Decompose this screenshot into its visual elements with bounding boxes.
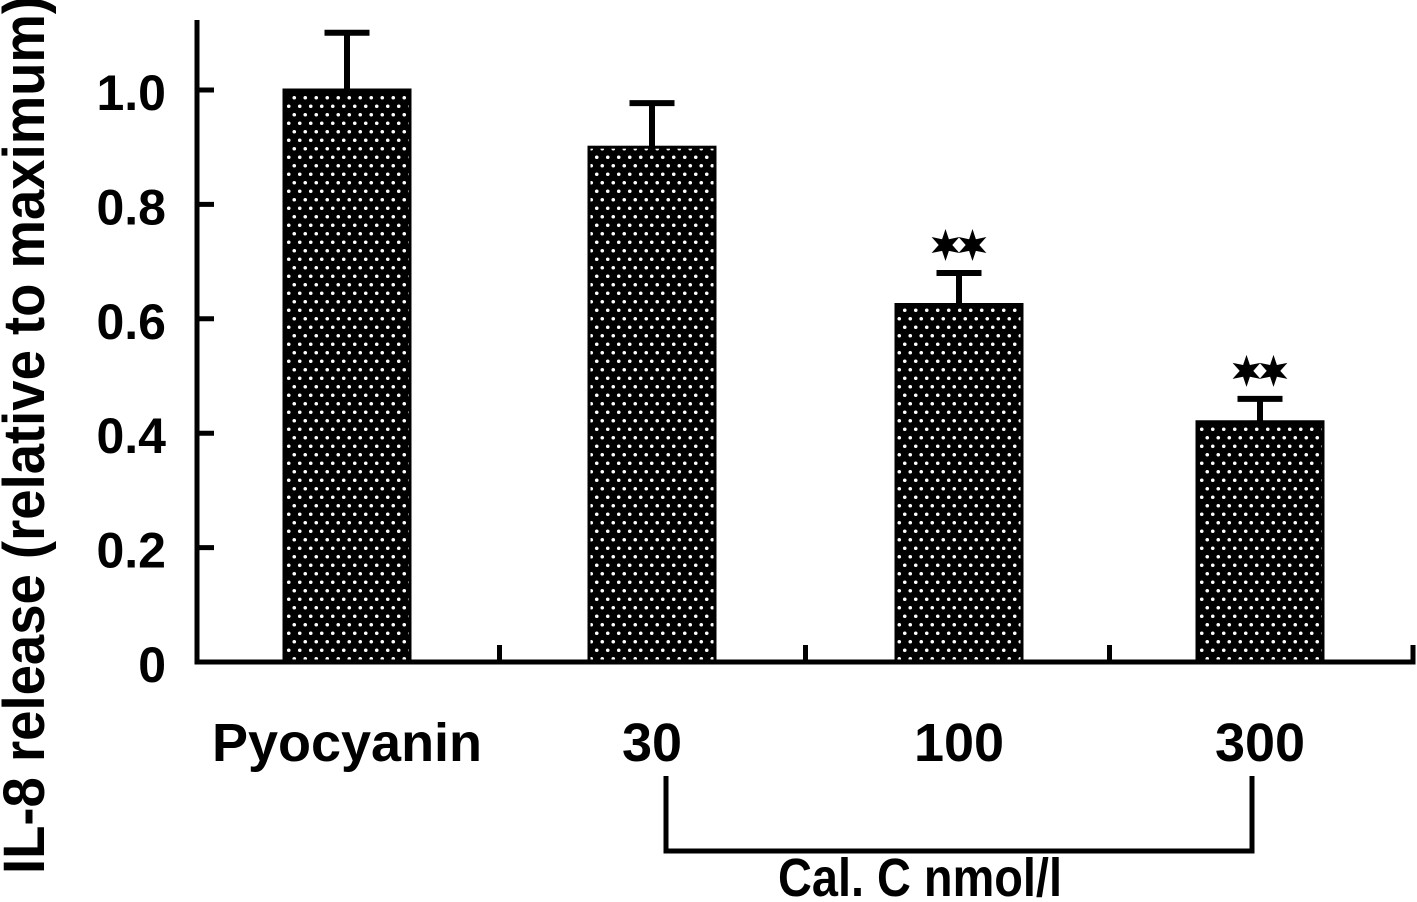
bar-30 — [587, 145, 717, 664]
y-tick-label-0.8: 0.8 — [96, 179, 166, 235]
x-category-label-30: 30 — [622, 713, 682, 773]
significance-asterisk-100 — [958, 229, 987, 261]
significance-asterisk-300 — [1259, 354, 1288, 387]
x-category-label-300: 300 — [1215, 713, 1305, 773]
x-group-label: Cal. C nmol/l — [778, 848, 1062, 902]
y-tick-label-1.0: 1.0 — [96, 65, 166, 121]
y-axis-title: IL-8 release (relative to maximum) — [0, 0, 57, 874]
y-tick-label-0.4: 0.4 — [96, 408, 166, 464]
bar-pyocyanin — [282, 88, 412, 664]
significance-asterisk-100 — [931, 229, 960, 261]
x-category-label-100: 100 — [914, 713, 1004, 773]
bar-300 — [1195, 420, 1325, 664]
y-tick-label-0: 0 — [138, 637, 166, 693]
bar-100 — [894, 303, 1024, 664]
x-category-label-pyocyanin: Pyocyanin — [212, 713, 482, 773]
y-tick-label-0.2: 0.2 — [96, 523, 166, 579]
group-bracket — [663, 776, 1255, 854]
significance-asterisk-300 — [1232, 354, 1261, 387]
y-tick-label-0.6: 0.6 — [96, 294, 166, 350]
